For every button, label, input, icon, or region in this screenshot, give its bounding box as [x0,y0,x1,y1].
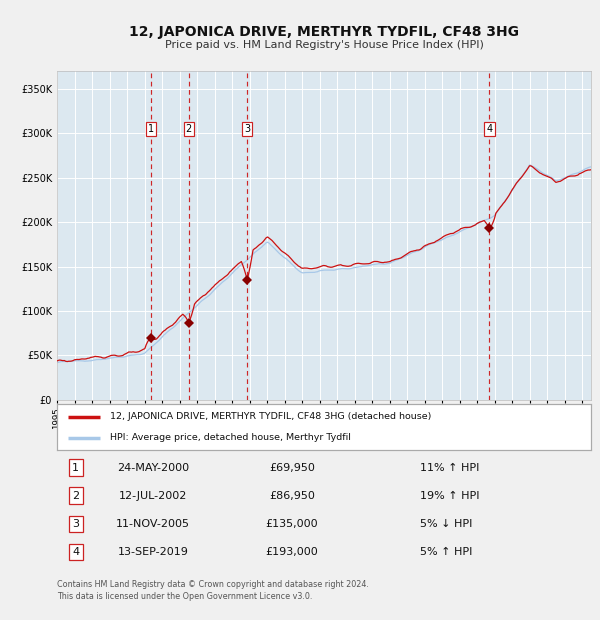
Text: £69,950: £69,950 [269,463,315,472]
FancyBboxPatch shape [57,404,591,450]
Text: HPI: Average price, detached house, Merthyr Tydfil: HPI: Average price, detached house, Mert… [110,433,351,442]
Text: 4: 4 [72,547,79,557]
Text: 19% ↑ HPI: 19% ↑ HPI [420,490,479,501]
Text: Contains HM Land Registry data © Crown copyright and database right 2024.
This d: Contains HM Land Registry data © Crown c… [57,580,369,601]
Text: 2: 2 [72,490,79,501]
Text: £86,950: £86,950 [269,490,315,501]
Text: £135,000: £135,000 [266,519,318,529]
Text: 11% ↑ HPI: 11% ↑ HPI [420,463,479,472]
Text: 12, JAPONICA DRIVE, MERTHYR TYDFIL, CF48 3HG (detached house): 12, JAPONICA DRIVE, MERTHYR TYDFIL, CF48… [110,412,432,422]
Text: 4: 4 [487,124,493,134]
Text: 11-NOV-2005: 11-NOV-2005 [116,519,190,529]
Text: 12-JUL-2002: 12-JUL-2002 [119,490,187,501]
Text: 3: 3 [72,519,79,529]
Text: 2: 2 [186,124,192,134]
Text: Price paid vs. HM Land Registry's House Price Index (HPI): Price paid vs. HM Land Registry's House … [164,40,484,50]
Text: 24-MAY-2000: 24-MAY-2000 [117,463,189,472]
Text: 5% ↓ HPI: 5% ↓ HPI [420,519,472,529]
Text: 1: 1 [148,124,154,134]
Text: £193,000: £193,000 [266,547,319,557]
Text: 1: 1 [72,463,79,472]
Text: 3: 3 [244,124,250,134]
Text: 13-SEP-2019: 13-SEP-2019 [118,547,188,557]
Text: 5% ↑ HPI: 5% ↑ HPI [420,547,472,557]
Text: 12, JAPONICA DRIVE, MERTHYR TYDFIL, CF48 3HG: 12, JAPONICA DRIVE, MERTHYR TYDFIL, CF48… [129,25,519,39]
